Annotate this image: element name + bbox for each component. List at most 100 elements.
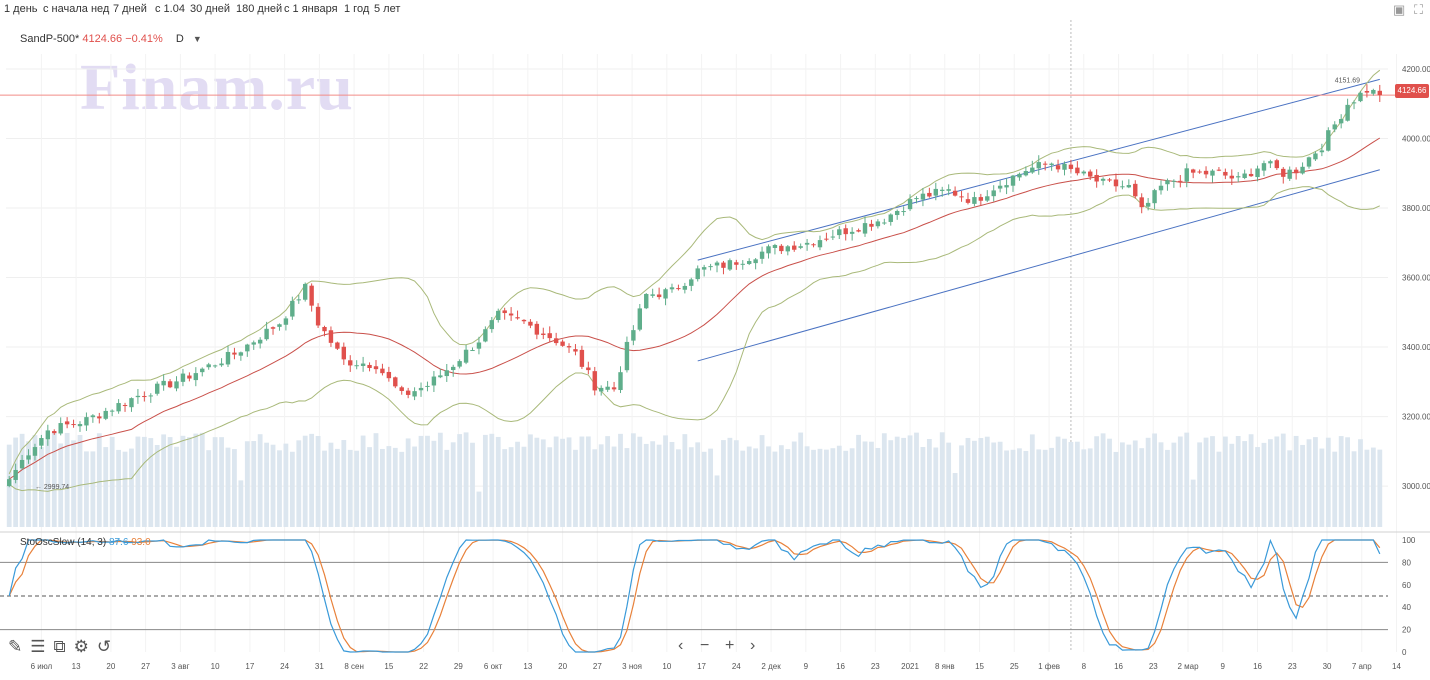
- volume-bar: [946, 442, 952, 527]
- period-1y[interactable]: 1 год: [344, 3, 370, 15]
- volume-bar: [1313, 437, 1318, 527]
- candle-body: [695, 268, 700, 280]
- volume-bar: [1158, 442, 1164, 527]
- volume-bar: [1287, 450, 1293, 527]
- candle-body: [116, 403, 121, 412]
- candle-body: [84, 417, 89, 426]
- candle-body: [451, 366, 456, 371]
- candle-body: [1248, 173, 1254, 177]
- stoch-tick-label: 80: [1402, 558, 1411, 567]
- candle-body: [1223, 171, 1228, 176]
- candle-body: [58, 423, 63, 434]
- period-5y[interactable]: 5 лет: [374, 3, 401, 15]
- volume-bar: [875, 447, 881, 527]
- scroll-left-button[interactable]: ‹: [678, 637, 684, 654]
- volume-bar: [804, 446, 810, 527]
- period-week-start[interactable]: с начала нед: [43, 3, 110, 15]
- x-tick-label: 27: [593, 662, 602, 671]
- volume-bar: [1062, 438, 1067, 527]
- scroll-right-button[interactable]: ›: [750, 637, 756, 654]
- volume-bar: [135, 436, 141, 527]
- volume-bar: [1004, 450, 1009, 527]
- volume-bar: [553, 436, 559, 527]
- bollinger-lower: [8, 186, 1381, 492]
- candle-body: [734, 262, 739, 265]
- volume-bar: [51, 432, 57, 527]
- candle-body: [972, 197, 977, 204]
- candle-body: [940, 189, 945, 191]
- stoch-legend[interactable]: StoOscSlow (14, 3) 87.6 93.0: [20, 537, 151, 548]
- pencil-icon[interactable]: ✎: [8, 637, 23, 656]
- candle-body: [1210, 170, 1215, 176]
- x-tick-label: 3 ноя: [622, 662, 642, 671]
- volume-bar: [1274, 436, 1280, 527]
- candle-body: [560, 341, 565, 346]
- period-since-apr[interactable]: с 1.04: [155, 3, 185, 15]
- candle-body: [843, 228, 848, 235]
- period-7d[interactable]: 7 дней: [113, 3, 147, 15]
- volume-bar: [1081, 449, 1087, 527]
- volume-bar: [727, 437, 733, 527]
- volume-bar: [1094, 436, 1100, 527]
- volume-bar: [238, 480, 244, 527]
- volume-bar: [193, 433, 199, 527]
- candle-body: [425, 385, 430, 387]
- list-icon[interactable]: ☰: [30, 637, 46, 656]
- volume-bar: [1332, 451, 1338, 527]
- volume-bar: [1126, 444, 1132, 527]
- x-tick-label: 2021: [901, 662, 919, 671]
- period-ytd[interactable]: с 1 января: [284, 3, 338, 15]
- undo-icon[interactable]: ↺: [96, 637, 112, 656]
- zoom-out-button[interactable]: −: [700, 637, 710, 654]
- candle-body: [380, 368, 385, 374]
- stoch-tick-label: 100: [1402, 536, 1416, 545]
- candle-body: [225, 351, 231, 365]
- candle-body: [444, 370, 449, 377]
- volume-bar: [605, 436, 611, 527]
- volume-bar: [1203, 437, 1209, 527]
- candle-body: [1332, 124, 1337, 130]
- volume-bar: [167, 437, 173, 527]
- x-tick-label: 15: [384, 662, 393, 671]
- candle-body: [804, 242, 810, 245]
- candle-body: [862, 223, 868, 234]
- volume-bar: [1358, 439, 1363, 527]
- candle-body: [547, 333, 552, 339]
- timeframe-label[interactable]: D: [175, 33, 184, 45]
- volume-bar: [1377, 449, 1383, 527]
- volume-bar: [84, 451, 89, 527]
- candle-body: [476, 342, 482, 349]
- candle-body: [637, 308, 643, 330]
- period-1d[interactable]: 1 день: [4, 3, 38, 15]
- volume-bar: [437, 432, 443, 527]
- candle-body: [277, 324, 282, 327]
- fullscreen-icon[interactable]: ⛶: [1414, 2, 1424, 17]
- candle-body: [52, 431, 57, 434]
- candle-body: [1313, 153, 1318, 160]
- candle-body: [933, 188, 938, 196]
- candle-body: [148, 395, 153, 397]
- candle-body: [920, 193, 926, 200]
- volume-bar: [926, 439, 932, 527]
- layers-icon[interactable]: ⧉: [53, 637, 66, 656]
- settings-icon[interactable]: ⚙: [73, 637, 89, 656]
- volume-bar: [1036, 449, 1042, 527]
- volume-bar: [521, 446, 527, 527]
- candle-body: [457, 361, 462, 367]
- period-180d[interactable]: 180 дней: [236, 3, 283, 15]
- candle-body: [1081, 171, 1086, 174]
- zoom-in-button[interactable]: +: [725, 637, 735, 654]
- volume-bar: [573, 449, 578, 527]
- volume-bar: [579, 436, 585, 527]
- save-icon[interactable]: ▣: [1393, 2, 1406, 17]
- chevron-down-icon[interactable]: ▼: [192, 34, 202, 44]
- chart-legend[interactable]: SandP-500* 4124.66 −0.41% D ▼: [20, 33, 202, 45]
- stoch-k-value: 87.6: [108, 537, 129, 548]
- candle-body: [579, 349, 585, 367]
- candle-body: [1345, 104, 1350, 121]
- volume-bar: [1280, 433, 1286, 527]
- volume-bar: [347, 449, 353, 527]
- period-30d[interactable]: 30 дней: [190, 3, 231, 15]
- candle-body: [1120, 186, 1125, 188]
